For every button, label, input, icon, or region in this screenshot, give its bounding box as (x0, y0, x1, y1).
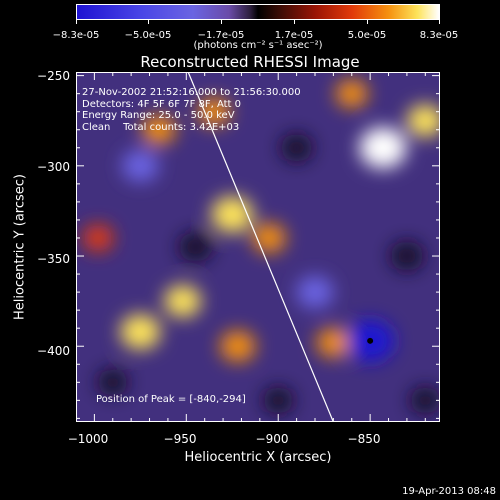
colorbar-tickmark (367, 20, 368, 24)
plot-area: 27-Nov-2002 21:52:16.000 to 21:56:30.000… (76, 72, 440, 422)
timestamp: 19-Apr-2013 08:48 (402, 486, 496, 497)
annotation-line: 27-Nov-2002 21:52:16.000 to 21:56:30.000 (82, 87, 301, 98)
plot-frame (76, 72, 440, 422)
annotation-line: Energy Range: 25.0 - 50.0 keV (82, 110, 235, 121)
colorbar (76, 4, 440, 20)
heatmap-blob (335, 79, 368, 108)
y-axis-label: Heliocentric Y (arcsec) (12, 174, 28, 320)
heatmap-blob (359, 127, 407, 169)
colorbar-tick-label: −5.0e-05 (124, 30, 172, 41)
x-tick-label: −1000 (67, 432, 109, 446)
peak-position-label: Position of Peak = [-840,-294] (96, 394, 246, 405)
colorbar-tickmark (148, 20, 149, 24)
colorbar-group: −8.3e-05 −5.0e-05 −1.7e-05 1.7e-05 5.0e-… (53, 4, 458, 56)
heatmap-blob (120, 314, 161, 350)
heatmap-blob (316, 327, 351, 358)
negative-minimum-spot (367, 337, 374, 344)
x-tick-label: −950 (163, 432, 197, 446)
heatmap-blobs (83, 79, 440, 414)
heatmap-blob (121, 149, 159, 183)
y-tick-label: −350 (37, 252, 70, 266)
heatmap-blob (390, 241, 424, 271)
colorbar-tickmark (76, 20, 77, 24)
heatmap-blob (410, 387, 440, 414)
x-axis-label: Heliocentric X (arcsec) (184, 450, 332, 465)
heatmap-blob (296, 275, 334, 309)
heatmap-blob (141, 114, 176, 145)
heatmap-blob (97, 368, 128, 396)
heatmap-blob (220, 330, 256, 362)
annotation-line: Detectors: 4F 5F 6F 7F 8F, Att 0 (82, 98, 242, 110)
y-tick-label: −300 (37, 160, 70, 174)
colorbar-tickmark (221, 20, 222, 24)
heatmap-blob (197, 97, 230, 126)
heatmap-blob (83, 224, 114, 252)
colorbar-tick-label: 5.0e-05 (347, 30, 387, 41)
heatmap-blob (164, 284, 202, 318)
heatmap-blob (178, 232, 213, 262)
heatmap-blob (211, 196, 254, 233)
heatmap-svg (76, 72, 440, 422)
colorbar-tick-label: −1.7e-05 (197, 30, 245, 41)
colorbar-tickmark (294, 20, 295, 24)
colorbar-units: (photons cm⁻² s⁻¹ asec⁻²) (193, 40, 323, 51)
colorbar-tick-label: 8.3e-05 (419, 30, 459, 41)
solar-limb-line (187, 72, 334, 422)
colorbar-tick-label: 1.7e-05 (274, 30, 314, 41)
x-tick-label: −850 (347, 432, 381, 446)
heatmap-blob (406, 104, 440, 137)
heatmap-blob (280, 133, 313, 162)
annotation-block: 27-Nov-2002 21:52:16.000 to 21:56:30.000… (82, 87, 301, 133)
y-tick-label: −250 (37, 69, 70, 83)
heatmap-blob (263, 387, 294, 414)
colorbar-tick-label: −8.3e-05 (52, 30, 100, 41)
x-tick-label: −900 (255, 432, 289, 446)
chart-title: Reconstructed RHESSI Image (140, 53, 360, 71)
y-tick-label: −400 (37, 344, 70, 358)
annotation-line: Clean Total counts: 3.42E+03 (82, 121, 240, 133)
colorbar-tickmark (439, 20, 440, 24)
